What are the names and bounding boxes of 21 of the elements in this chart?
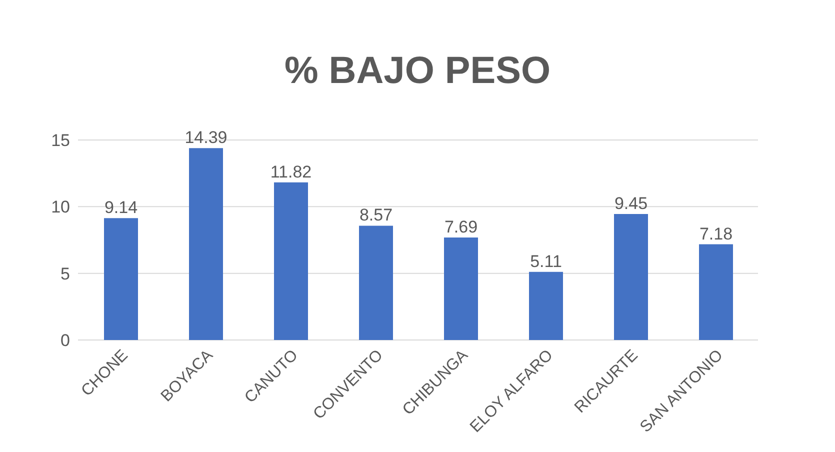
data-label: 11.82: [270, 162, 312, 182]
data-label: 14.39: [184, 128, 228, 148]
chart-title: % BAJO PESO: [283, 49, 552, 94]
bar: [104, 218, 138, 340]
bar: [699, 244, 733, 340]
bar: [274, 182, 308, 340]
data-label: 8.57: [359, 206, 393, 225]
bar: [359, 226, 393, 340]
data-label: 9.45: [614, 194, 648, 213]
bar: [529, 272, 563, 340]
y-tick-label: 0: [60, 331, 70, 350]
data-label: 7.18: [699, 224, 733, 244]
bar: [189, 148, 223, 340]
data-label: 7.69: [444, 217, 478, 236]
data-label: 5.11: [530, 252, 562, 271]
bar: [614, 214, 648, 340]
data-label: 9.14: [104, 198, 138, 218]
y-tick-label: 10: [51, 198, 70, 217]
bar: [444, 237, 478, 340]
y-tick-label: 5: [60, 264, 70, 284]
y-tick-label: 15: [51, 131, 70, 150]
